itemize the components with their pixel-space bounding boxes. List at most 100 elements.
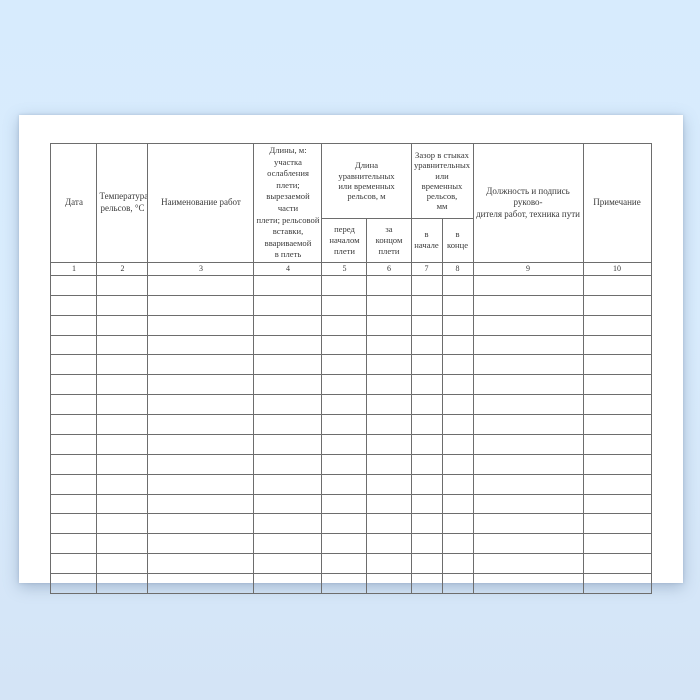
- empty-cell: [472, 294, 584, 316]
- empty-cell: [96, 354, 149, 376]
- empty-cell: [253, 493, 323, 515]
- header-row-top: Дата Температура рельсов, °С Наименовани…: [50, 143, 652, 263]
- empty-cell: [147, 553, 255, 575]
- empty-cell: [147, 473, 255, 495]
- empty-cell: [472, 394, 584, 416]
- empty-cell: [366, 414, 412, 435]
- empty-cell: [50, 274, 98, 296]
- table-row: [50, 394, 652, 416]
- empty-cell: [321, 473, 368, 495]
- empty-cell: [582, 533, 652, 555]
- col-header-before-strand-start: перед началом плети: [321, 217, 368, 263]
- empty-cell: [96, 314, 149, 336]
- empty-cell: [472, 414, 584, 435]
- empty-cell: [96, 374, 149, 396]
- empty-cell: [582, 274, 652, 296]
- empty-cell: [472, 314, 584, 336]
- empty-cell: [321, 433, 368, 455]
- empty-cell: [582, 414, 652, 435]
- column-number: 5: [321, 261, 368, 276]
- empty-cell: [441, 374, 474, 396]
- empty-cell: [366, 294, 412, 316]
- empty-cell: [253, 433, 323, 455]
- empty-cell: [410, 573, 443, 594]
- empty-cell: [366, 354, 412, 376]
- empty-cell: [472, 573, 584, 594]
- empty-cell: [366, 513, 412, 535]
- empty-cell: [441, 453, 474, 475]
- empty-cell: [582, 354, 652, 376]
- empty-cell: [321, 453, 368, 475]
- document-sheet: Дата Температура рельсов, °С Наименовани…: [19, 115, 683, 594]
- empty-cell: [321, 274, 368, 296]
- empty-cell: [147, 493, 255, 515]
- column-number: 9: [472, 261, 584, 276]
- empty-cell: [472, 513, 584, 535]
- empty-cell: [410, 493, 443, 515]
- column-number: 8: [441, 261, 474, 276]
- empty-cell: [366, 433, 412, 455]
- empty-cell: [366, 314, 412, 336]
- col-header-lengths: Длины, м: участка ослабления плети; выре…: [253, 143, 323, 263]
- empty-cell: [410, 394, 443, 416]
- empty-cell: [321, 513, 368, 535]
- empty-cell: [253, 334, 323, 356]
- empty-cell: [253, 374, 323, 396]
- empty-cell: [441, 314, 474, 336]
- empty-cell: [50, 394, 98, 416]
- empty-cell: [472, 433, 584, 455]
- col-header-gap-at-start: в начале: [410, 217, 443, 263]
- empty-cell: [582, 334, 652, 356]
- empty-cell: [366, 453, 412, 475]
- column-number-row: 1 2 3 4 5 6 7 8 9 10: [50, 261, 652, 276]
- empty-cell: [50, 414, 98, 435]
- empty-cell: [147, 433, 255, 455]
- empty-cell: [410, 374, 443, 396]
- empty-cell: [410, 513, 443, 535]
- column-number: 7: [410, 261, 443, 276]
- empty-cell: [321, 573, 368, 594]
- empty-cell: [253, 453, 323, 475]
- table-row: [50, 294, 652, 316]
- group-header-joint-gap: Зазор в стыках уравнительных или временн…: [410, 143, 474, 219]
- empty-cell: [147, 394, 255, 416]
- empty-cell: [410, 453, 443, 475]
- rail-works-log-table: Дата Температура рельсов, °С Наименовани…: [50, 143, 652, 594]
- empty-cell: [253, 573, 323, 594]
- empty-cell: [96, 473, 149, 495]
- empty-cell: [410, 314, 443, 336]
- empty-cell: [147, 414, 255, 435]
- empty-cell: [582, 394, 652, 416]
- empty-cell: [321, 533, 368, 555]
- empty-cell: [50, 513, 98, 535]
- table-row: [50, 433, 652, 455]
- empty-cell: [147, 354, 255, 376]
- empty-cell: [366, 334, 412, 356]
- empty-cell: [50, 374, 98, 396]
- table-row: [50, 414, 652, 435]
- empty-cell: [321, 414, 368, 435]
- empty-cell: [321, 354, 368, 376]
- empty-cell: [410, 414, 443, 435]
- table-header: Дата Температура рельсов, °С Наименовани…: [50, 143, 652, 276]
- empty-cell: [96, 394, 149, 416]
- empty-cell: [472, 473, 584, 495]
- table-row: [50, 354, 652, 376]
- empty-cell: [410, 274, 443, 296]
- empty-cell: [472, 493, 584, 515]
- empty-cell: [582, 513, 652, 535]
- empty-cell: [50, 553, 98, 575]
- empty-cell: [441, 414, 474, 435]
- empty-cell: [441, 493, 474, 515]
- empty-cell: [147, 374, 255, 396]
- empty-cell: [147, 513, 255, 535]
- empty-cell: [366, 533, 412, 555]
- empty-cell: [410, 294, 443, 316]
- empty-cell: [253, 513, 323, 535]
- empty-cell: [472, 354, 584, 376]
- table-body: [50, 274, 652, 594]
- table-row: [50, 573, 652, 594]
- empty-cell: [253, 553, 323, 575]
- empty-cell: [96, 414, 149, 435]
- empty-cell: [410, 334, 443, 356]
